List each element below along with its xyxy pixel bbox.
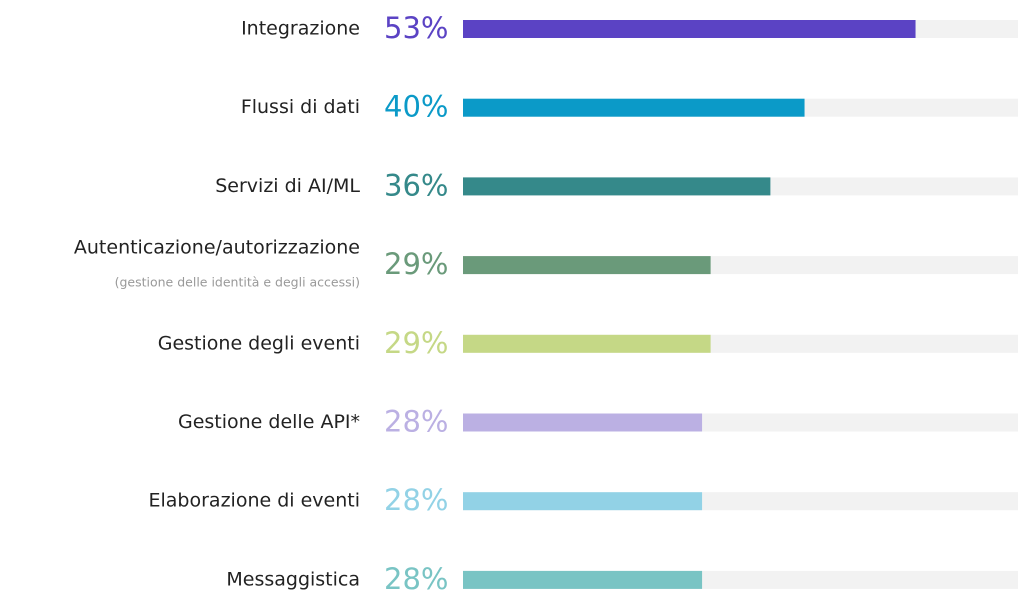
value-label: 28% [384,483,448,517]
bar [463,570,703,589]
category-label: Flussi di dati [241,96,360,118]
category-label: Gestione degli eventi [158,332,360,354]
bar [463,98,805,117]
value-label: 28% [384,405,448,439]
value-label: 28% [384,562,448,595]
category-label: Elaborazione di eventi [149,490,361,512]
bar [463,413,703,432]
category-label: Autenticazione/autorizzazione [74,237,360,259]
value-label: 36% [384,168,448,202]
category-label: Integrazione [241,18,360,40]
bar [463,334,711,353]
bar [463,177,771,196]
value-label: 53% [384,11,448,45]
category-label: Gestione delle API* [178,411,360,433]
bar [463,492,703,511]
category-label: Messaggistica [226,568,360,590]
category-note: (gestione delle identità e degli accessi… [115,275,360,290]
value-label: 29% [384,326,448,360]
bar [463,20,916,38]
value-label: 40% [384,90,448,124]
value-label: 29% [384,247,448,281]
bar [463,256,711,275]
category-label: Servizi di AI/ML [215,175,360,197]
